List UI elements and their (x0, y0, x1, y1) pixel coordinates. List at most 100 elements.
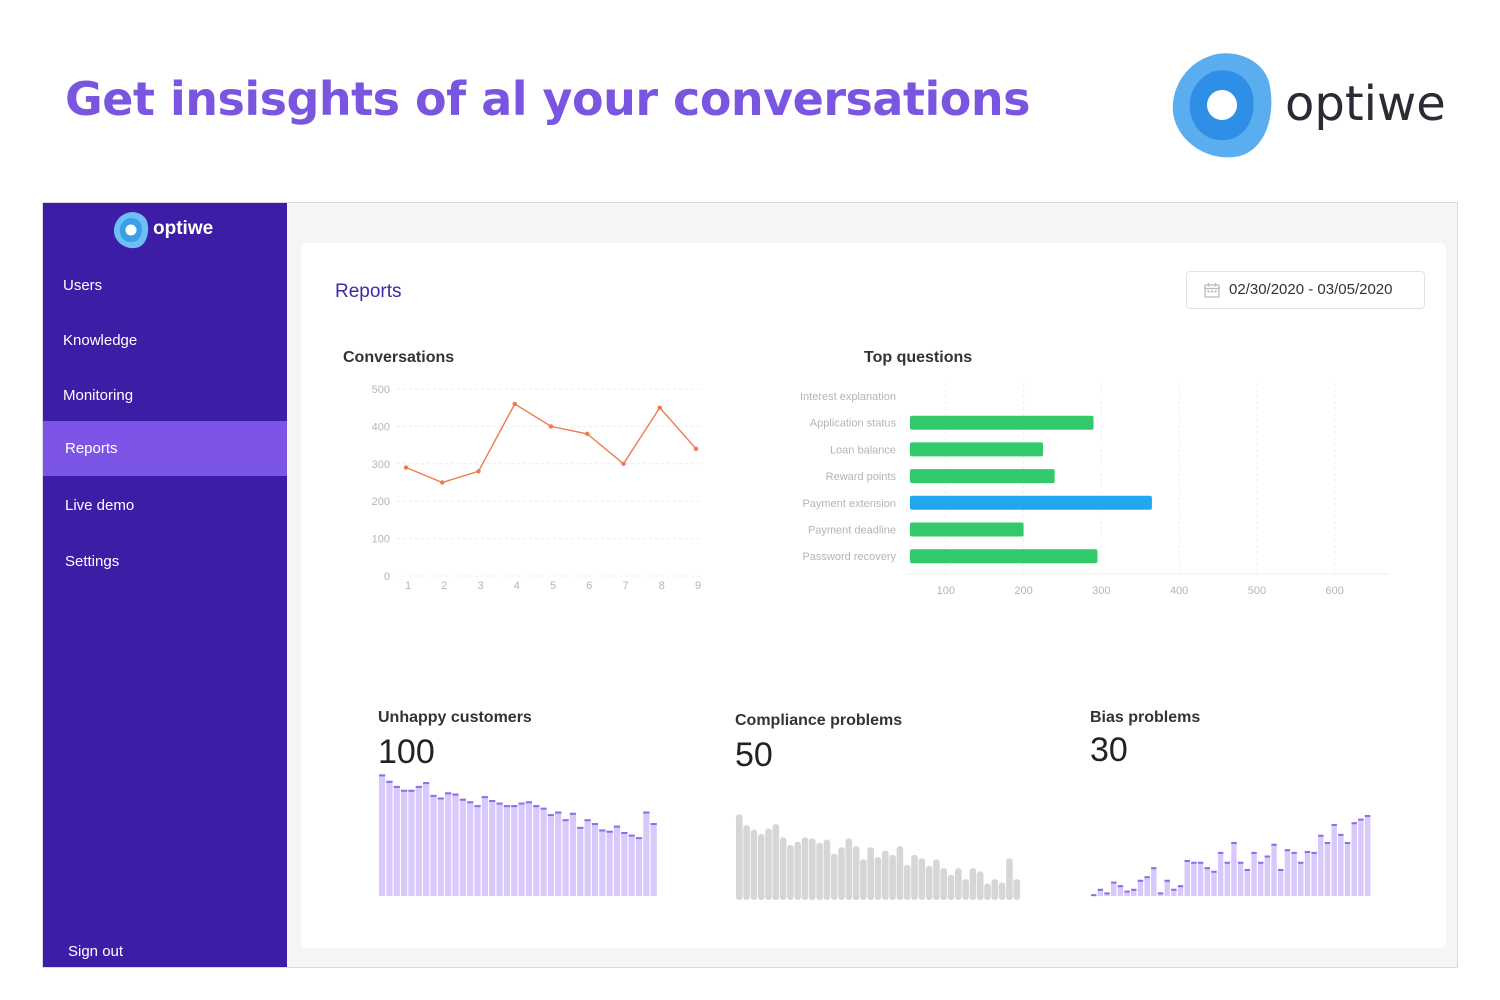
unhappy-customers-bar (496, 802, 503, 896)
page-headline: Get insisghts of al your conversations (65, 72, 1030, 126)
compliance-problems-bar (779, 837, 787, 900)
bias-problems-bar (1224, 861, 1230, 896)
sidebar-item-label: Users (63, 277, 103, 294)
unhappy-customers-bar-cap (415, 785, 422, 788)
compliance-problems-bar (991, 879, 999, 900)
reports-panel: Reports 02/30/2020 - 03/05/2020 Conversa… (301, 243, 1446, 948)
unhappy-customers-bar-cap (569, 812, 577, 815)
compliance-problems-bar (911, 854, 918, 900)
unhappy-customers-bar (621, 832, 628, 896)
conversations-point (657, 405, 662, 410)
bias-problems-bar (1271, 843, 1277, 896)
unhappy-customers-bar-cap (540, 807, 547, 810)
compliance-problems-bar (1006, 858, 1013, 900)
top-questions-bar (910, 469, 1055, 484)
top-questions-title: Top questions (864, 349, 973, 366)
conversations-y-tick: 100 (372, 534, 390, 546)
unhappy-customers-bar (628, 834, 635, 896)
sidebar-item-reports[interactable]: Reports (43, 421, 287, 476)
sidebar-item-settings[interactable]: Settings (43, 534, 287, 589)
conversations-point (512, 401, 517, 407)
brand-name: optiwe (1285, 76, 1446, 132)
sidebar: optiwe Users Knowledge Monitoring Report… (43, 203, 287, 967)
bias-problems-bar-cap (1204, 867, 1210, 870)
sidebar-item-knowledge[interactable]: Knowledge (43, 313, 287, 368)
sidebar-item-label: Live demo (65, 497, 135, 514)
bias-problems-bar (1251, 851, 1257, 896)
bias-problems-bar-cap (1237, 861, 1244, 864)
unhappy-customers-bar (459, 798, 466, 896)
bias-problems-bar (1237, 861, 1244, 896)
bias-problems-bar-cap (1157, 892, 1164, 895)
unhappy-customers-bar (408, 789, 415, 896)
bias-problems-bar-cap (1278, 869, 1284, 871)
unhappy-customers-bar-cap (511, 805, 518, 808)
brand-logo-block: optiwe (1170, 52, 1470, 162)
conversations-x-tick: 3 (477, 580, 483, 592)
bias-problems-bar-cap (1091, 894, 1097, 897)
bias-problems-bar (1171, 888, 1177, 896)
compliance-problems-bar (874, 857, 882, 900)
date-range-picker[interactable]: 02/30/2020 - 03/05/2020 (1186, 271, 1425, 309)
bias-problems-bar-cap (1284, 849, 1291, 852)
sidebar-item-label: Reports (65, 440, 118, 457)
compliance-problems-bar (918, 858, 926, 900)
compliance-problems-title: Compliance problems (735, 712, 903, 729)
bias-problems-bar (1204, 867, 1210, 896)
unhappy-customers-title: Unhappy customers (378, 709, 532, 726)
sidebar-item-monitoring[interactable]: Monitoring (43, 368, 287, 423)
unhappy-customers-bar (555, 811, 562, 896)
unhappy-customers-bar-cap (584, 819, 591, 822)
conversations-point (585, 431, 590, 437)
unhappy-customers-bar (379, 774, 386, 896)
bias-problems-bar (1291, 851, 1297, 896)
compliance-problems-bar (838, 847, 845, 900)
optiwe-logo-icon (113, 212, 149, 249)
sidebar-item-live-demo[interactable]: Live demo (43, 478, 287, 533)
bias-problems-bar (1217, 851, 1224, 896)
conversations-y-tick: 0 (384, 571, 390, 583)
unhappy-customers-bar-cap (591, 823, 599, 826)
conversations-x-tick: 6 (586, 580, 592, 592)
top-questions-bar (910, 442, 1044, 457)
compliance-problems-bar (867, 847, 874, 900)
bias-problems-bar (1191, 861, 1197, 896)
sign-out-link[interactable]: Sign out (68, 943, 124, 960)
top-questions-x-tick: 300 (1092, 585, 1110, 597)
compliance-problems-bar (830, 853, 838, 900)
bias-problems-bar (1264, 855, 1271, 896)
bias-problems-bar-cap (1191, 861, 1197, 864)
unhappy-customers-bar (467, 801, 474, 896)
unhappy-customers-bar (452, 793, 459, 896)
unhappy-customers-bar-cap (562, 819, 569, 822)
unhappy-customers-bar (547, 814, 555, 896)
conversations-x-tick: 9 (695, 580, 701, 592)
unhappy-customers-bar (540, 807, 547, 896)
bias-problems-bar-cap (1298, 861, 1304, 864)
compliance-problems-bar (772, 824, 780, 900)
unhappy-customers-bar (518, 802, 525, 896)
bias-problems-bar-cap (1244, 869, 1251, 871)
bias-problems-bar-cap (1137, 879, 1144, 882)
bias-problems-bar (1131, 888, 1137, 896)
unhappy-customers-bar-cap (430, 794, 437, 797)
compliance-problems-bar (940, 868, 947, 900)
conversations-y-tick: 400 (372, 421, 390, 433)
compliance-problems-bar (889, 854, 896, 900)
unhappy-customers-bar (650, 823, 657, 896)
unhappy-customers-bar (445, 792, 452, 896)
compliance-problems-bar (787, 845, 794, 900)
compliance-problems-bar (1013, 879, 1020, 900)
compliance-problems-bar (925, 865, 933, 900)
bias-problems-bar-cap (1211, 870, 1217, 873)
unhappy-customers-bar-cap (518, 802, 525, 805)
compliance-problems-bar (998, 882, 1006, 900)
unhappy-customers-bar-cap (628, 834, 635, 837)
unhappy-customers-bar-cap (533, 805, 540, 808)
top-questions-label: Interest explanation (800, 391, 896, 403)
conversations-point (403, 465, 409, 470)
bias-problems-bar-cap (1291, 851, 1297, 854)
bias-problems-bar-cap (1164, 879, 1170, 882)
unhappy-customers-bar (511, 805, 518, 896)
sidebar-item-users[interactable]: Users (43, 258, 287, 313)
